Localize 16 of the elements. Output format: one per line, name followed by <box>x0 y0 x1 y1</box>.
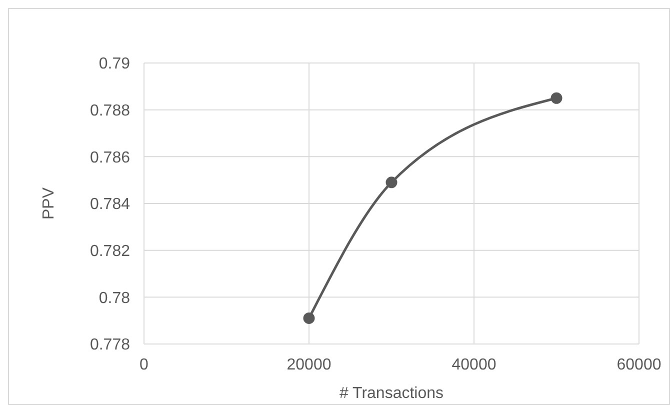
x-tick-label: 60000 <box>616 356 662 374</box>
point <box>303 312 315 324</box>
y-tick-label: 0.782 <box>90 243 130 260</box>
y-tick-label: 0.79 <box>98 56 130 73</box>
y-tick-label: 0.78 <box>98 290 130 307</box>
y-tick-label: 0.784 <box>90 196 130 214</box>
x-tick-label: 40000 <box>452 356 496 374</box>
x-axis-title: # Transactions <box>339 385 444 402</box>
x-tick-label: 20000 <box>286 356 332 374</box>
y-tick-label: 0.788 <box>90 102 130 120</box>
y-tick-label: 0.786 <box>90 149 130 166</box>
point <box>386 176 398 188</box>
x-tick-label: 0 <box>140 356 149 374</box>
y-axis-title: PPV <box>40 187 58 220</box>
point <box>550 92 562 104</box>
y-tick-label: 0.778 <box>90 336 130 354</box>
